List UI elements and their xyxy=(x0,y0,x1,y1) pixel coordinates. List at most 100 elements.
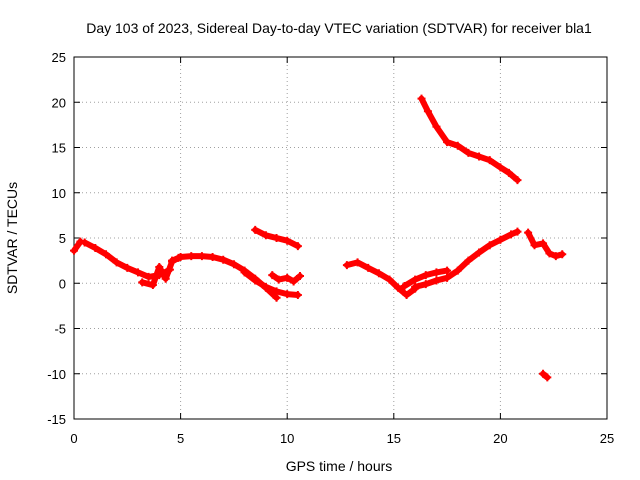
data-point xyxy=(364,263,373,272)
data-point xyxy=(504,168,513,177)
data-point xyxy=(187,252,196,261)
y-tick-label: 0 xyxy=(59,276,66,291)
data-point xyxy=(453,141,462,150)
data-point xyxy=(524,228,533,237)
data-point xyxy=(268,271,277,280)
data-point xyxy=(80,238,89,247)
data-point xyxy=(295,272,304,281)
data-point xyxy=(417,94,426,103)
x-tick-label: 20 xyxy=(493,431,507,446)
y-tick-label: -15 xyxy=(47,412,66,427)
data-point xyxy=(551,252,560,261)
series-afternoon-dip xyxy=(343,259,419,298)
data-point xyxy=(283,236,292,245)
data-point xyxy=(289,277,298,286)
data-point xyxy=(464,256,473,265)
data-point xyxy=(283,290,292,299)
data-point xyxy=(485,241,494,250)
chart-title: Day 103 of 2023, Sidereal Day-to-day VTE… xyxy=(86,20,592,36)
data-point xyxy=(513,176,522,185)
x-axis-label: GPS time / hours xyxy=(286,458,393,474)
x-tick-label: 15 xyxy=(387,431,401,446)
data-point xyxy=(261,231,270,240)
data-point xyxy=(496,163,505,172)
data-point xyxy=(274,275,283,284)
data-point xyxy=(545,249,554,258)
data-point xyxy=(432,276,441,285)
data-point xyxy=(197,252,206,261)
data-point xyxy=(496,235,505,244)
data-point xyxy=(402,291,411,300)
data-point xyxy=(423,107,432,116)
data-point xyxy=(443,273,452,282)
data-point xyxy=(411,275,420,284)
data-point xyxy=(432,268,441,277)
grid-lines xyxy=(74,57,607,419)
data-point xyxy=(558,250,567,259)
data-point xyxy=(272,287,281,296)
data-point xyxy=(475,248,484,257)
data-point xyxy=(112,258,121,267)
data-point xyxy=(208,253,217,262)
data-point xyxy=(432,122,441,131)
data-point xyxy=(123,263,132,272)
data-point xyxy=(293,291,302,300)
data-point xyxy=(261,282,270,291)
data-point xyxy=(168,256,177,265)
data-point xyxy=(155,262,164,271)
data-series xyxy=(70,94,567,382)
y-tick-label: 25 xyxy=(52,50,66,65)
data-point xyxy=(293,242,302,251)
data-point xyxy=(138,278,147,287)
data-point xyxy=(251,276,260,285)
y-tick-label: -10 xyxy=(47,367,66,382)
data-point xyxy=(229,260,238,269)
data-point xyxy=(411,282,420,291)
x-tick-label: 5 xyxy=(177,431,184,446)
y-tick-label: -5 xyxy=(54,322,66,337)
series-early-start xyxy=(71,238,84,254)
axis-ticks: 0 5 10 15 20 25 -15 -10 -5 0 5 10 15 20 25 xyxy=(47,50,614,446)
series-midday-bump xyxy=(169,253,280,301)
y-axis-label: SDTVAR / TECUs xyxy=(4,182,20,294)
data-point xyxy=(133,268,142,277)
y-tick-label: 10 xyxy=(52,186,66,201)
data-point xyxy=(148,281,157,290)
data-point xyxy=(539,369,548,378)
data-point xyxy=(530,241,539,250)
y-tick-label: 15 xyxy=(52,141,66,156)
data-point xyxy=(443,138,452,147)
data-point xyxy=(421,271,430,280)
data-point xyxy=(101,250,110,259)
data-point xyxy=(219,255,228,264)
plot-frame xyxy=(73,56,608,420)
data-point xyxy=(543,373,552,382)
data-point xyxy=(385,275,394,284)
data-point xyxy=(272,234,281,242)
data-point xyxy=(240,268,249,277)
data-point xyxy=(475,152,484,161)
data-point xyxy=(251,225,260,234)
data-point xyxy=(144,272,153,281)
data-point xyxy=(400,281,409,290)
data-point xyxy=(443,266,452,275)
data-point xyxy=(453,266,462,275)
y-tick-label: 20 xyxy=(52,95,66,110)
data-point xyxy=(507,230,516,239)
data-point xyxy=(176,253,185,262)
data-point xyxy=(161,274,170,283)
x-tick-label: 10 xyxy=(280,431,294,446)
data-point xyxy=(374,269,383,278)
data-point xyxy=(421,280,430,289)
data-point xyxy=(342,261,351,270)
data-point xyxy=(283,273,292,282)
x-tick-label: 0 xyxy=(70,431,77,446)
y-tick-label: 5 xyxy=(59,231,66,246)
data-point xyxy=(485,156,494,165)
data-point xyxy=(513,227,522,236)
data-point xyxy=(394,283,403,292)
data-point xyxy=(70,246,78,255)
data-point xyxy=(91,243,100,252)
data-point xyxy=(353,258,362,267)
